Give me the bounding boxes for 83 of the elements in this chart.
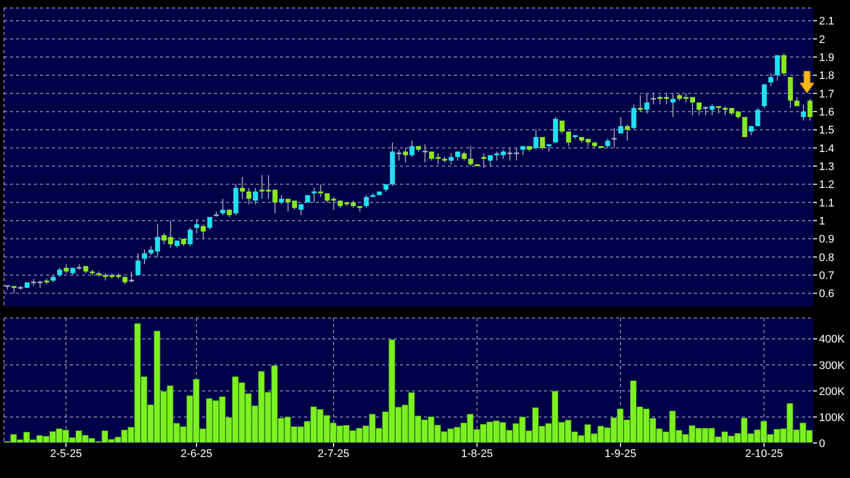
x-tick-label: 2-10-25 [745,448,784,460]
candlestick [762,84,767,108]
candlestick [520,146,526,156]
x-tick-label: 2-5-25 [50,448,82,460]
y-tick-label: 1.3 [819,160,834,173]
y-tick-label: 1.2 [819,179,834,192]
candlestick [64,264,69,274]
y-tick-label: 1.8 [819,70,834,82]
x-tick-label: 1-9-25 [604,448,636,460]
candlestick [748,126,754,136]
candlestick [220,198,226,216]
candlestick [650,92,657,105]
candlestick [670,92,676,118]
candlestick [788,76,793,108]
candlestick [696,102,702,116]
y-tick-label: 200K [819,386,846,398]
candlestick [631,104,636,130]
candlestick [774,54,780,82]
candlestick [644,92,650,114]
candlestick [246,187,252,205]
y-tick-label: 1.4 [819,142,834,155]
candlestick [312,187,317,203]
candlestick [624,124,630,142]
candlestick [455,151,460,162]
candlestick [605,138,610,148]
candlestick [252,187,258,205]
y-tick-label: 1.5 [819,124,834,137]
candlestick [128,270,135,283]
y-tick-label: 1.1 [819,197,834,210]
candlestick [200,224,206,240]
candlestick [135,252,140,276]
y-tick-label: 1.6 [819,106,834,118]
candlestick [742,116,748,138]
candlestick [560,120,565,134]
candlestick [188,227,193,247]
candlestick [468,146,474,167]
candlestick [800,104,806,122]
candlestick [553,116,558,143]
y-tick-label: 0 [819,438,826,450]
candlestick [142,249,148,265]
candlestick [702,106,709,116]
y-tick-label: 1 [819,216,826,228]
candlestick [448,152,454,165]
y-tick-label: 0.8 [819,252,834,264]
candlestick [422,144,428,163]
y-tick-label: 1.7 [819,88,834,100]
candlestick [207,216,212,230]
candlestick [618,116,624,134]
candlestick [279,194,284,205]
candlestick [488,154,493,167]
y-tick-label: 300K [819,360,846,372]
y-tick-label: 2 [819,34,826,46]
y-tick-label: 0.7 [819,270,834,282]
candlestick [462,151,467,162]
y-tick-label: 0.6 [819,288,834,300]
candlestick [566,131,572,147]
candlestick [410,140,414,158]
candlestick [318,184,324,198]
y-tick-label: 400K [819,334,846,346]
x-tick-label: 2-6-25 [180,448,212,460]
candlestick [755,107,760,127]
candlestick [57,267,62,278]
candlestick [533,129,538,150]
candlestick [611,127,618,148]
candlestick [781,52,786,76]
y-tick-label: 0.9 [819,234,834,246]
candlestick [240,176,245,200]
y-tick-label: 2.1 [819,16,834,28]
candlestick [710,104,715,116]
candlestick [298,204,304,216]
x-tick-label: 1-8-25 [461,448,493,460]
candlestick [638,94,643,112]
y-tick-label: 100K [819,412,846,424]
candlestick [540,136,545,150]
candlestick [807,98,812,122]
candlestick [768,72,774,87]
x-tick-label: 2-7-25 [318,448,350,460]
candlestick [402,147,408,163]
y-tick-label: 1.9 [819,52,834,64]
candlestick [396,149,402,162]
candlestick [481,152,486,168]
candlestick [364,194,369,208]
candlestick [194,218,200,234]
